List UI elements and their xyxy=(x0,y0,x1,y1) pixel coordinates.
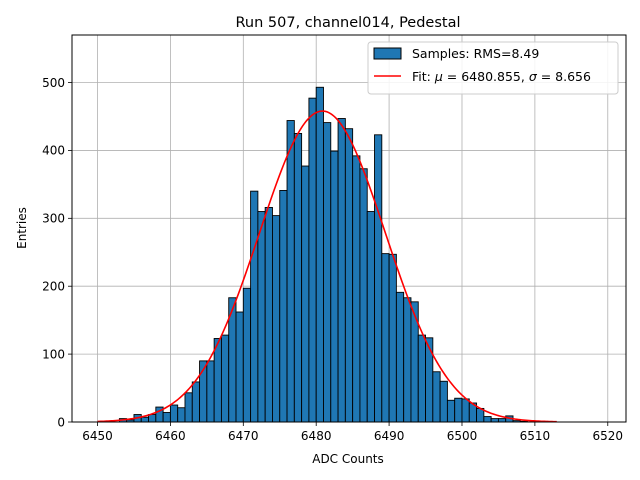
fit-curve-group xyxy=(97,110,557,423)
legend-label-fit: Fit: μ = 6480.855, σ = 8.656 xyxy=(412,69,591,84)
histogram-bar xyxy=(490,418,499,423)
histogram-bar xyxy=(235,311,244,423)
histogram-bar xyxy=(264,207,273,423)
histogram-bar xyxy=(308,97,317,423)
legend-box xyxy=(367,41,619,95)
histogram-bar xyxy=(344,128,354,423)
histogram-bar xyxy=(177,407,186,423)
histogram-bar xyxy=(483,416,492,423)
histogram-bar xyxy=(293,132,303,423)
x-tick-label: 6520 xyxy=(593,429,624,443)
fit-curve xyxy=(97,110,557,423)
legend: Samples: RMS=8.49 Fit: μ = 6480.855, σ =… xyxy=(367,41,619,95)
histogram-bar xyxy=(432,371,441,423)
histogram-bar xyxy=(366,211,375,423)
plot-frame xyxy=(71,34,627,423)
histogram-bar xyxy=(446,399,456,423)
histogram-bar xyxy=(257,211,266,423)
histogram-bar xyxy=(162,412,171,423)
histogram-bar xyxy=(425,337,434,423)
histogram-bars xyxy=(118,86,529,423)
histogram-bar xyxy=(417,334,426,423)
x-tick-label: 6480 xyxy=(301,429,332,443)
histogram-bar xyxy=(206,360,215,423)
histogram-bar xyxy=(395,291,405,423)
y-tick-label: 100 xyxy=(42,347,65,361)
y-tick-label: 200 xyxy=(42,280,65,294)
histogram-bar xyxy=(169,404,179,423)
y-tick-label: 400 xyxy=(42,144,65,158)
histogram-bar xyxy=(184,392,193,423)
x-tick-label: 6490 xyxy=(374,429,405,443)
y-axis-label: Entries xyxy=(15,207,29,249)
x-tick-label: 6450 xyxy=(82,429,113,443)
histogram-bar xyxy=(439,380,448,423)
legend-fit-prefix: Fit: xyxy=(412,69,435,84)
y-tick-label: 500 xyxy=(42,76,65,90)
legend-label-samples: Samples: RMS=8.49 xyxy=(412,46,539,61)
histogram-bar xyxy=(461,398,470,423)
legend-fit-mu-symbol: μ xyxy=(434,69,443,84)
histogram-bar xyxy=(454,397,463,423)
y-axis: 0 100 200 300 400 500 xyxy=(42,76,72,429)
y-tick-label: 0 xyxy=(57,415,65,429)
x-axis: 6450 6460 6470 6480 6490 6500 6510 6520 xyxy=(82,422,623,443)
histogram-bar xyxy=(315,86,324,423)
histogram-bar xyxy=(301,165,310,423)
histogram-bar xyxy=(279,190,288,423)
legend-fit-sigma-text: = 8.656 xyxy=(537,69,591,84)
legend-swatch-samples xyxy=(373,47,402,60)
legend-fit-sigma-symbol: σ xyxy=(529,69,538,84)
histogram-bar xyxy=(286,120,295,423)
histogram-bar xyxy=(242,287,252,423)
histogram-bar xyxy=(191,381,201,423)
histogram-bar xyxy=(403,297,412,423)
x-tick-label: 6510 xyxy=(520,429,551,443)
histogram-bar xyxy=(374,134,383,423)
histogram-bar xyxy=(330,150,339,423)
histogram-bar xyxy=(323,122,332,423)
x-axis-label: ADC Counts xyxy=(312,452,384,466)
x-tick-label: 6500 xyxy=(447,429,478,443)
x-tick-label: 6470 xyxy=(228,429,259,443)
histogram-bar xyxy=(272,215,281,423)
histogram-bar xyxy=(381,253,390,423)
histogram-bar xyxy=(140,416,149,423)
histogram-bar xyxy=(497,418,507,423)
histogram-bar xyxy=(220,334,230,423)
histogram-bar xyxy=(250,190,259,423)
legend-fit-mu-text: = 6480.855, xyxy=(443,69,529,84)
histogram-bar xyxy=(352,155,361,423)
chart-title: Run 507, channel014, Pedestal xyxy=(235,15,460,31)
histogram-bar xyxy=(148,414,157,423)
histogram-bar xyxy=(388,253,397,423)
y-tick-label: 300 xyxy=(42,212,65,226)
histogram-bar xyxy=(213,338,222,423)
x-tick-label: 6460 xyxy=(155,429,186,443)
histogram-bar xyxy=(337,118,346,423)
histogram-bar xyxy=(359,168,368,423)
